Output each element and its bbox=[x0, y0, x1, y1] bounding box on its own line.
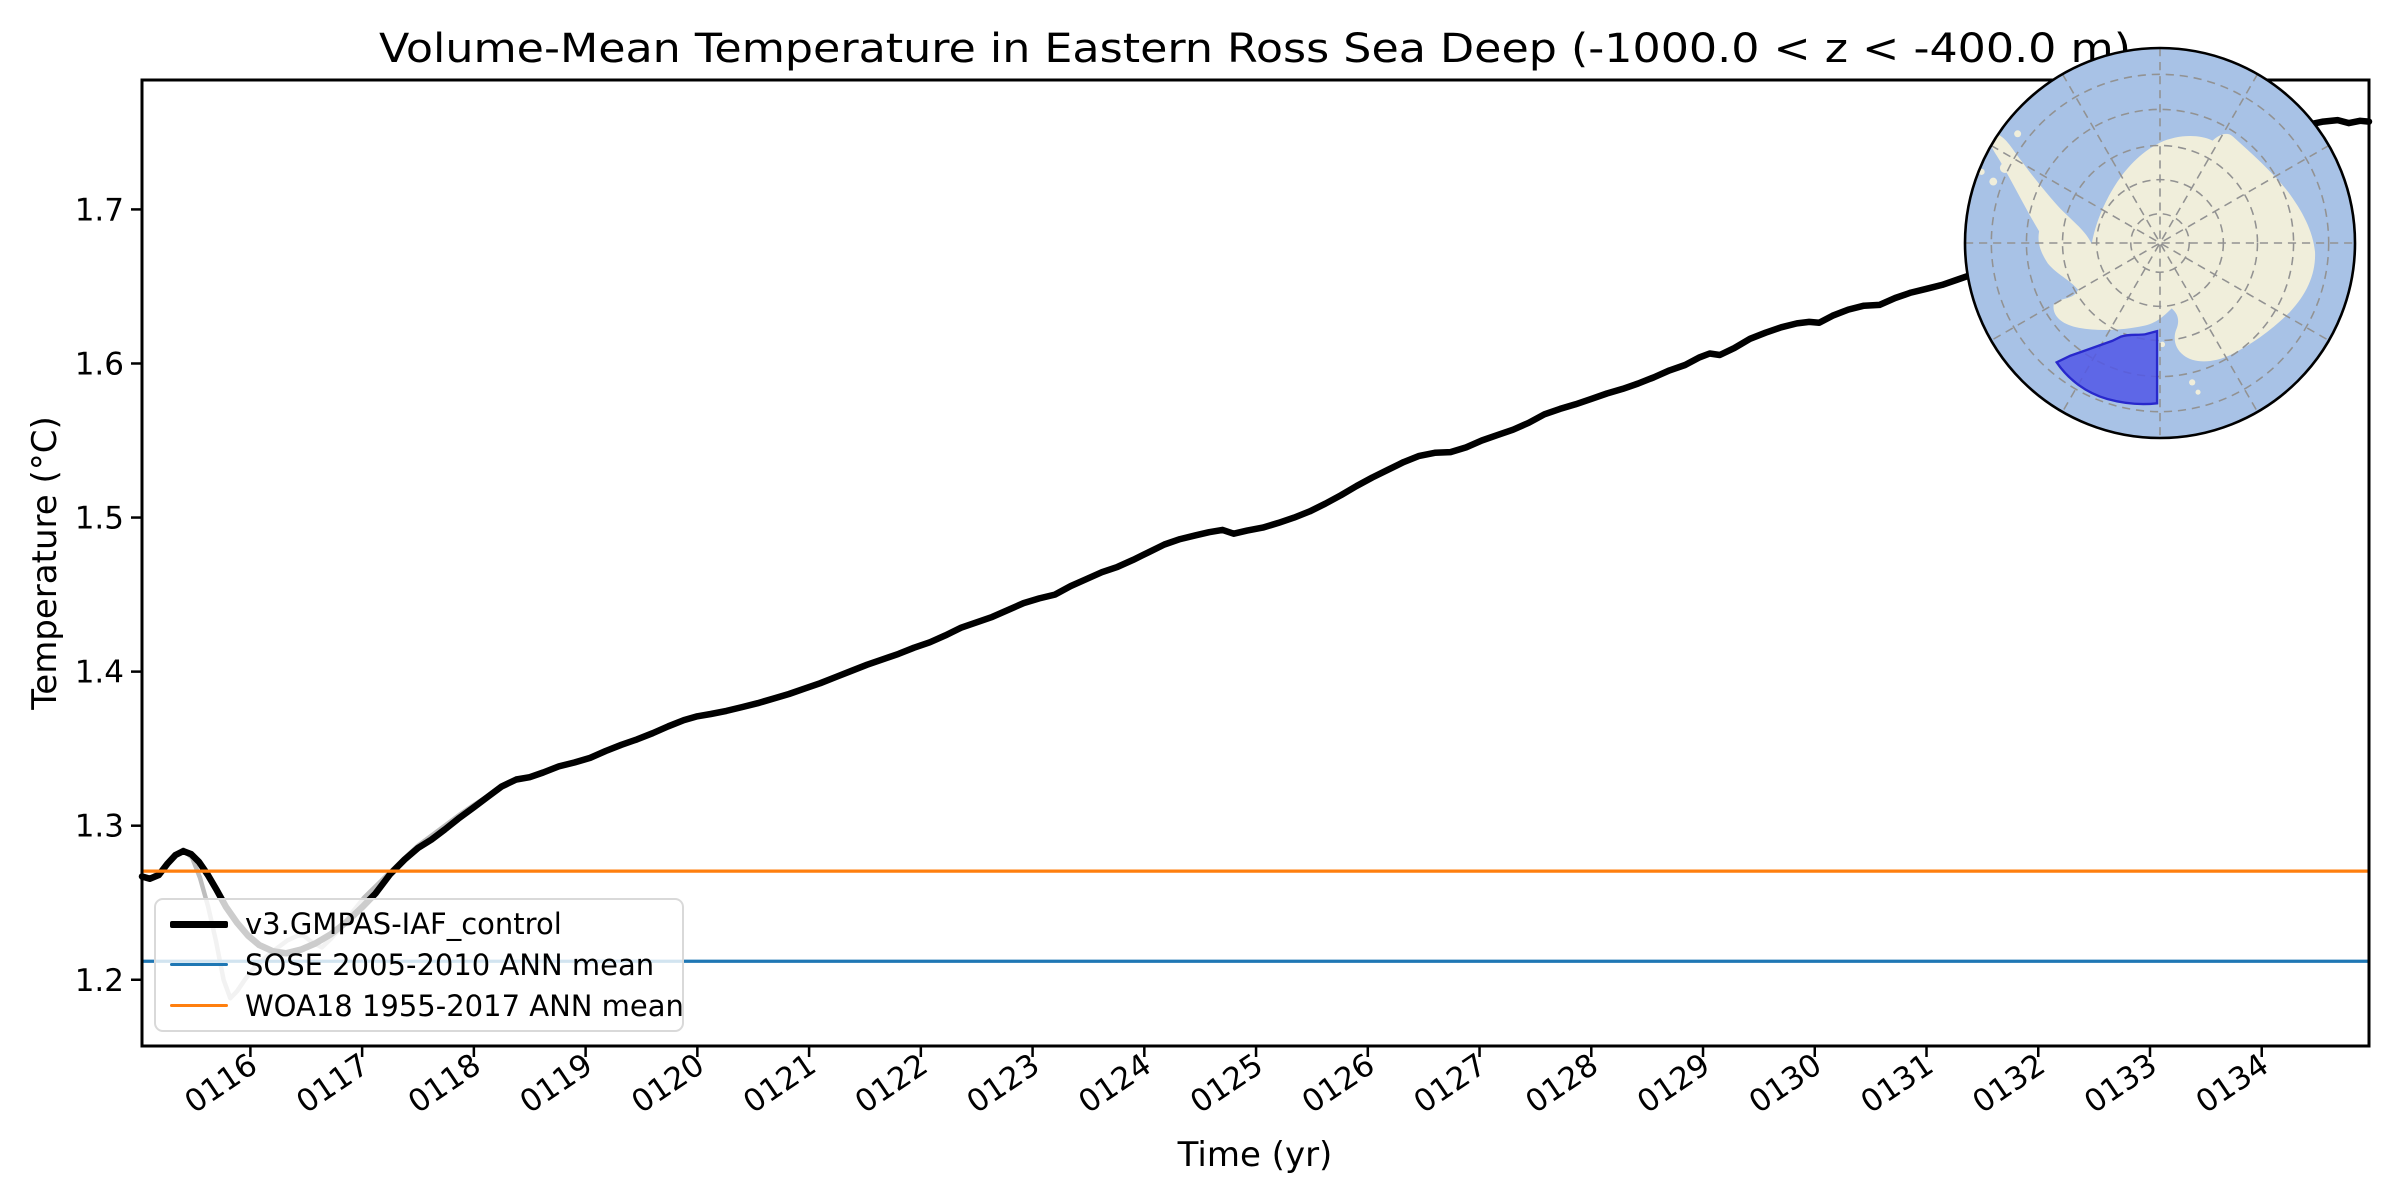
legend-item: WOA18 1955-2017 ANN mean bbox=[170, 989, 684, 1023]
map-island bbox=[2159, 341, 2166, 348]
x-tick-label: 0134 bbox=[2190, 1047, 2276, 1121]
legend-swatch-control bbox=[170, 920, 228, 928]
x-tick-label: 0128 bbox=[1519, 1047, 1605, 1121]
map-island bbox=[2189, 379, 2196, 386]
map-island bbox=[2014, 130, 2022, 138]
x-tick-label: 0130 bbox=[1743, 1047, 1829, 1121]
x-tick-label: 0125 bbox=[1184, 1047, 1270, 1121]
y-tick-label: 1.5 bbox=[75, 501, 124, 537]
legend-label: v3.GMPAS-IAF_control bbox=[245, 907, 562, 942]
x-tick-label: 0123 bbox=[961, 1047, 1047, 1121]
graticule-circle bbox=[1990, 73, 2330, 413]
x-tick-label: 0116 bbox=[178, 1047, 264, 1121]
x-tick-label: 0119 bbox=[514, 1047, 600, 1121]
y-tick-label: 1.3 bbox=[75, 809, 124, 845]
y-axis-label: Temperature (°C) bbox=[25, 416, 65, 710]
map-island bbox=[1989, 177, 1998, 186]
legend-swatch-sose bbox=[170, 963, 228, 967]
control-run-line bbox=[138, 116, 2373, 957]
graticule-meridian bbox=[2061, 73, 2259, 413]
legend-item: v3.GMPAS-IAF_control bbox=[170, 907, 672, 941]
graticule-meridian bbox=[1990, 144, 2330, 342]
x-tick-label: 0117 bbox=[290, 1047, 376, 1121]
x-tick-label: 0127 bbox=[1407, 1047, 1493, 1121]
x-tick-label: 0122 bbox=[849, 1047, 935, 1121]
x-tick-label: 0118 bbox=[402, 1047, 488, 1121]
legend-label: SOSE 2005-2010 ANN mean bbox=[245, 947, 655, 982]
axes-frame bbox=[140, 78, 2371, 1048]
x-tick-label: 0124 bbox=[1072, 1047, 1158, 1121]
y-tick-label: 1.4 bbox=[75, 655, 124, 691]
graticule-meridian bbox=[1990, 144, 2330, 342]
x-tick-label: 0126 bbox=[1296, 1047, 1382, 1121]
x-tick-label: 0132 bbox=[1966, 1047, 2052, 1121]
inset-map bbox=[1963, 46, 2357, 440]
legend-label: WOA18 1955-2017 ANN mean bbox=[245, 988, 684, 1023]
map-border bbox=[1963, 46, 2357, 440]
legend-item: SOSE 2005-2010 ANN mean bbox=[170, 948, 672, 982]
x-tick-label: 0121 bbox=[737, 1047, 823, 1121]
x-tick-label: 0133 bbox=[2078, 1047, 2164, 1121]
legend: v3.GMPAS-IAF_control SOSE 2005-2010 ANN … bbox=[154, 898, 684, 1032]
y-tick-label: 1.6 bbox=[75, 346, 124, 382]
y-tick-label: 1.2 bbox=[75, 963, 124, 999]
x-axis-label: Time (yr) bbox=[1177, 1135, 1333, 1175]
map-island bbox=[2195, 389, 2201, 395]
x-tick-label: 0129 bbox=[1631, 1047, 1717, 1121]
graticule-circle bbox=[2061, 144, 2259, 342]
legend-swatch-woa18 bbox=[170, 1004, 228, 1008]
x-tick-label: 0131 bbox=[1854, 1047, 1940, 1121]
region-highlight bbox=[2054, 329, 2159, 406]
y-tick-label: 1.7 bbox=[75, 192, 124, 228]
graticule-circle bbox=[2129, 212, 2191, 274]
chart-title: Volume-Mean Temperature in Eastern Ross … bbox=[379, 26, 2131, 72]
x-tick-label: 0120 bbox=[625, 1047, 711, 1121]
